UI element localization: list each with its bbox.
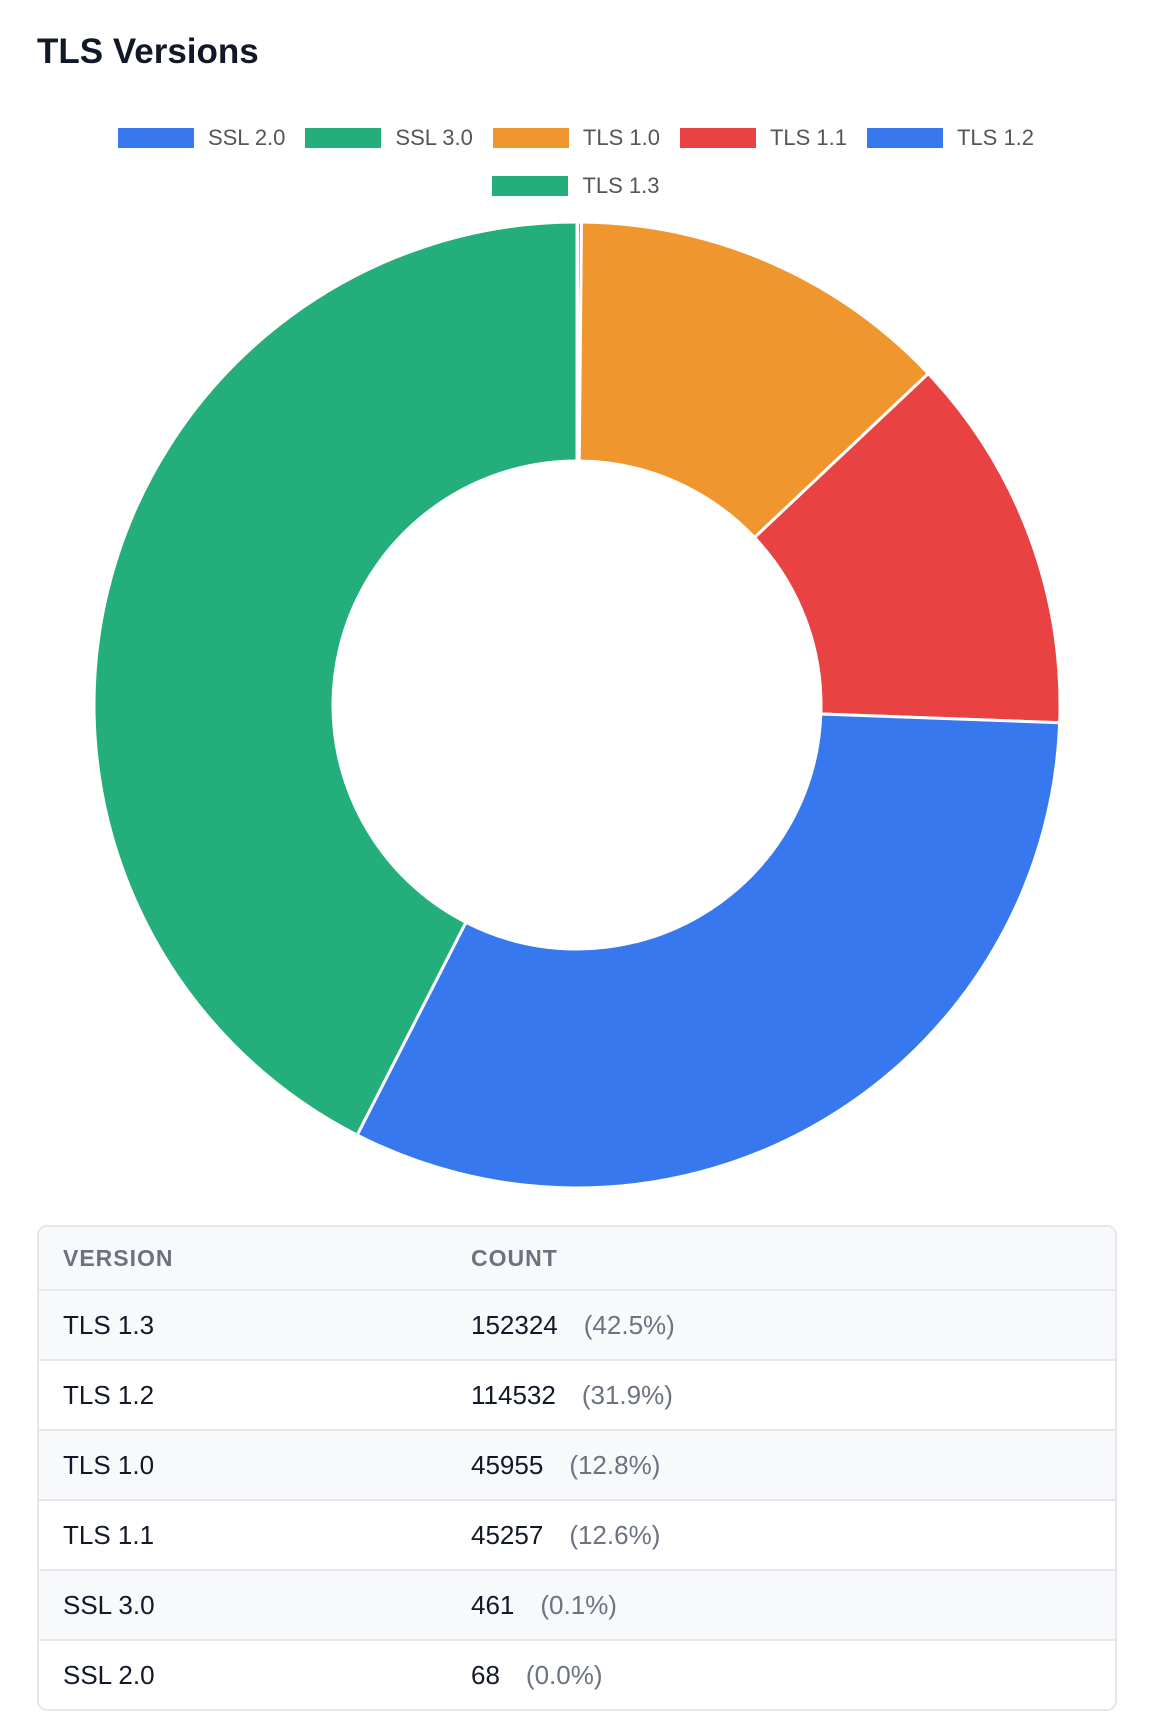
table-row: TLS 1.1 45257 (12.6%): [39, 1499, 1115, 1569]
legend-label: TLS 1.1: [769, 125, 847, 150]
count-value: 461: [471, 1589, 515, 1620]
count-cell: 152324 (42.5%): [471, 1310, 675, 1341]
versions-table: VERSION COUNT TLS 1.3 152324 (42.5%) TLS 1…: [37, 1225, 1117, 1711]
legend-swatch: [492, 176, 569, 196]
table-row: SSL 2.0 68 (0.0%): [39, 1639, 1115, 1709]
chart-title: TLS Versions: [37, 32, 259, 71]
table-row: SSL 3.0 461 (0.1%): [39, 1569, 1115, 1639]
count-percent: (42.5%): [583, 1309, 675, 1340]
count-percent: (12.8%): [569, 1449, 661, 1480]
count-percent: (0.1%): [540, 1589, 617, 1620]
legend-item[interactable]: TLS 1.0: [492, 125, 660, 151]
count-cell: 45955 (12.8%): [471, 1450, 660, 1481]
slice-tls-1-1[interactable]: [752, 371, 1062, 725]
count-percent: (31.9%): [581, 1379, 673, 1410]
version-cell: TLS 1.2: [63, 1379, 155, 1410]
version-cell: SSL 3.0: [63, 1589, 155, 1620]
version-cell: TLS 1.3: [63, 1309, 155, 1340]
table-header: VERSION COUNT: [39, 1227, 1115, 1289]
version-cell: SSL 2.0: [63, 1659, 155, 1690]
legend-label: TLS 1.2: [956, 125, 1035, 150]
count-cell: 45257 (12.6%): [471, 1520, 660, 1551]
header-count: COUNT: [471, 1244, 558, 1271]
count-cell: 68 (0.0%): [471, 1660, 603, 1691]
table-row: TLS 1.0 45955 (12.8%): [39, 1429, 1115, 1499]
count-value: 45257: [471, 1519, 544, 1550]
count-percent: (12.6%): [569, 1519, 661, 1550]
count-value: 45955: [471, 1449, 544, 1480]
legend-item[interactable]: SSL 3.0: [305, 125, 473, 151]
legend-item[interactable]: TLS 1.3: [492, 173, 660, 199]
legend-swatch: [866, 128, 943, 148]
count-value: 114532: [471, 1379, 556, 1410]
legend-item[interactable]: TLS 1.1: [679, 125, 847, 151]
legend-label: TLS 1.3: [582, 173, 660, 198]
legend-swatch: [679, 128, 756, 148]
legend-item[interactable]: TLS 1.2: [866, 125, 1035, 151]
version-cell: TLS 1.0: [63, 1449, 155, 1480]
legend: SSL 2.0 SSL 3.0 TLS 1.0 TLS 1.1 TLS 1.2 TLS 1…: [0, 125, 1152, 199]
table-row: TLS 1.2 114532 (31.9%): [39, 1359, 1115, 1429]
count-percent: (0.0%): [525, 1659, 603, 1690]
legend-label: SSL 2.0: [207, 125, 286, 150]
count-cell: 461 (0.1%): [471, 1590, 617, 1621]
legend-label: SSL 3.0: [395, 125, 473, 150]
count-value: 152324: [471, 1309, 558, 1340]
count-value: 68: [471, 1659, 500, 1690]
doughnut-chart: [92, 220, 1062, 1190]
legend-label: TLS 1.0: [582, 125, 660, 150]
version-cell: TLS 1.1: [63, 1519, 155, 1550]
legend-swatch: [117, 128, 194, 148]
slice-tls-1-3[interactable]: [92, 220, 579, 1138]
table-row: TLS 1.3 152324 (42.5%): [39, 1289, 1115, 1359]
legend-swatch: [305, 128, 382, 148]
slice-tls-1-0[interactable]: [577, 220, 931, 540]
legend-swatch: [492, 128, 569, 148]
header-version: VERSION: [63, 1244, 174, 1271]
legend-item[interactable]: SSL 2.0: [117, 125, 286, 151]
count-cell: 114532 (31.9%): [471, 1380, 673, 1411]
slice-tls-1-2[interactable]: [355, 712, 1062, 1190]
